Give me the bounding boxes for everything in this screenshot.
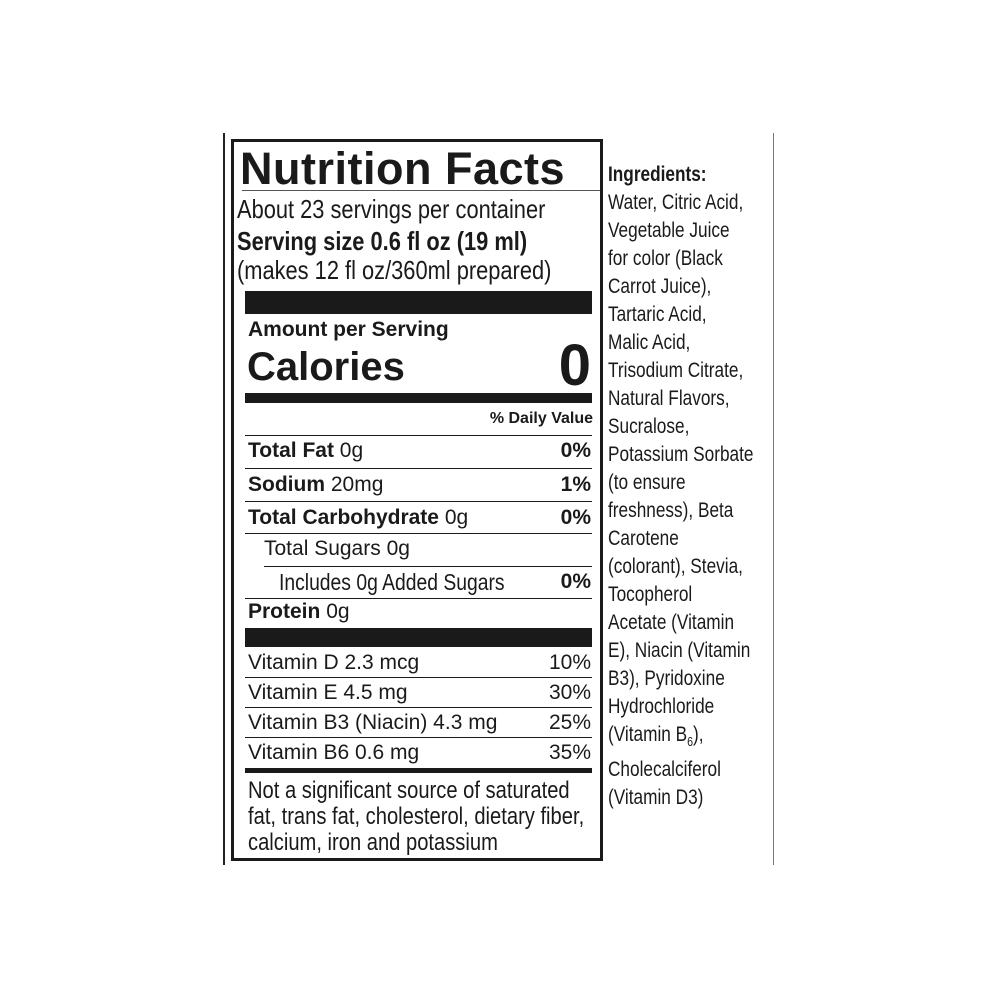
nutrient-name: Sodium [248, 473, 325, 496]
footnote: Not a significant source of saturated fa… [248, 778, 584, 856]
divider [245, 533, 592, 534]
ingredient-text: ), [693, 723, 704, 746]
divider [245, 598, 592, 599]
medium-bar [245, 768, 592, 773]
servings-per-container: About 23 servings per container [237, 194, 546, 224]
nutrient-dv: 0% [560, 439, 591, 462]
nutrient-name: Protein [248, 600, 321, 623]
ingredient-line: Natural Flavors, [608, 387, 730, 410]
divider [245, 707, 592, 708]
nutrient-name: Total Carbohydrate [248, 506, 439, 529]
divider [245, 501, 592, 502]
ingredients-list: Ingredients: Water, Citric Acid, Vegetabl… [608, 161, 753, 812]
serving-size-value: 0.6 fl oz (19 ml) [370, 226, 528, 256]
ingredient-line: (to ensure [608, 471, 686, 494]
nutrient-amount: 0g [326, 600, 350, 623]
nutrition-facts-panel: Nutrition Facts About 23 servings per co… [231, 139, 603, 861]
serving-size: Serving size 0.6 fl oz (19 ml) [237, 226, 527, 257]
nutrient-dv: 0% [560, 506, 591, 529]
medium-bar [245, 393, 592, 403]
vitamin-dv: 35% [548, 741, 591, 764]
nutrient-dv: 1% [560, 473, 591, 496]
footnote-line: fat, trans fat, cholesterol, dietary fib… [248, 803, 585, 830]
nutrient-row-added-sugars: Includes 0g Added Sugars 0% [279, 567, 591, 597]
footnote-line: Not a significant source of saturated [248, 777, 570, 804]
calories-label: Calories [247, 345, 405, 389]
ingredient-line: Trisodium Citrate, [608, 359, 744, 382]
vitamin-name: Vitamin B3 (Niacin) 4.3 mg [248, 711, 498, 734]
nutrient-name: Includes 0g Added Sugars [279, 569, 505, 595]
nutrient-name: Total Sugars 0g [264, 537, 410, 560]
ingredient-line: Sucralose, [608, 415, 690, 438]
ingredient-line: (Vitamin B6), [608, 721, 753, 756]
divider [264, 566, 592, 567]
ingredients-lines: Water, Citric Acid, Vegetable Juice for co… [608, 189, 753, 721]
amount-per-serving: Amount per Serving [248, 318, 449, 341]
nutrient-name: Total Fat [248, 439, 334, 462]
ingredient-line: (Vitamin D3) [608, 786, 704, 810]
ingredient-line: for color (Black [608, 247, 723, 270]
nutrient-row-total-sugars: Total Sugars 0g [264, 534, 591, 564]
vitamin-row: Vitamin D 2.3 mcg 10% [248, 648, 591, 678]
ingredient-line: Tartaric Acid, [608, 303, 707, 326]
ingredient-line: Potassium Sorbate [608, 443, 754, 466]
ingredient-line: freshness), Beta [608, 499, 734, 522]
ingredient-line: Water, Citric Acid, [608, 191, 744, 214]
thick-bar [245, 628, 592, 647]
ingredient-line: Cholecalciferol [608, 758, 721, 782]
ingredient-line: (colorant), Stevia, [608, 555, 743, 578]
vitamin-row: Vitamin B3 (Niacin) 4.3 mg 25% [248, 708, 591, 738]
left-divider [223, 133, 225, 865]
ingredient-line: Vegetable Juice [608, 219, 730, 242]
serving-size-label: Serving size [237, 226, 365, 256]
divider [245, 737, 592, 738]
calories-value: 0 [558, 333, 591, 398]
ingredient-subscript: 6 [687, 734, 694, 750]
nutrient-amount: 20mg [330, 473, 384, 496]
nutrient-row-sodium: Sodium 20mg 1% [248, 470, 591, 500]
ingredient-line: Acetate (Vitamin [608, 611, 735, 634]
ingredients-heading: Ingredients: [608, 163, 707, 186]
divider [245, 677, 592, 678]
right-divider [773, 133, 774, 865]
ingredient-line: B3), Pyridoxine [608, 667, 725, 690]
ingredient-line: Tocopherol [608, 583, 693, 606]
vitamin-name: Vitamin D 2.3 mcg [248, 651, 420, 674]
vitamin-dv: 10% [548, 651, 591, 674]
footnote-line: calcium, iron and potassium [248, 829, 498, 856]
ingredient-line: E), Niacin (Vitamin [608, 639, 751, 662]
thick-bar [245, 291, 592, 314]
vitamin-dv: 25% [548, 711, 591, 734]
ingredient-text: (Vitamin B [608, 723, 688, 746]
daily-value-header: % Daily Value [489, 410, 593, 427]
nutrition-title: Nutrition Facts [240, 143, 566, 194]
ingredient-line: Hydrochloride [608, 695, 715, 718]
vitamin-dv: 30% [548, 681, 591, 704]
divider [245, 468, 592, 469]
ingredient-line: Malic Acid, [608, 331, 691, 354]
nutrient-amount: 0g [444, 506, 469, 529]
nutrient-dv: 0% [560, 570, 591, 593]
vitamin-row: Vitamin E 4.5 mg 30% [248, 678, 591, 708]
nutrient-row-total-carbohydrate: Total Carbohydrate 0g 0% [248, 503, 591, 533]
prepared-note: (makes 12 fl oz/360ml prepared) [237, 255, 552, 285]
nutrient-row-protein: Protein 0g [248, 597, 591, 627]
divider [242, 190, 600, 191]
vitamin-row: Vitamin B6 0.6 mg 35% [248, 738, 591, 768]
nutrient-row-total-fat: Total Fat 0g 0% [248, 436, 591, 466]
divider [245, 435, 592, 436]
vitamin-name: Vitamin B6 0.6 mg [248, 741, 420, 764]
nutrient-amount: 0g [339, 439, 364, 462]
ingredient-line: Carotene [608, 527, 679, 550]
ingredient-line: Carrot Juice), [608, 275, 712, 298]
vitamin-name: Vitamin E 4.5 mg [248, 681, 408, 704]
